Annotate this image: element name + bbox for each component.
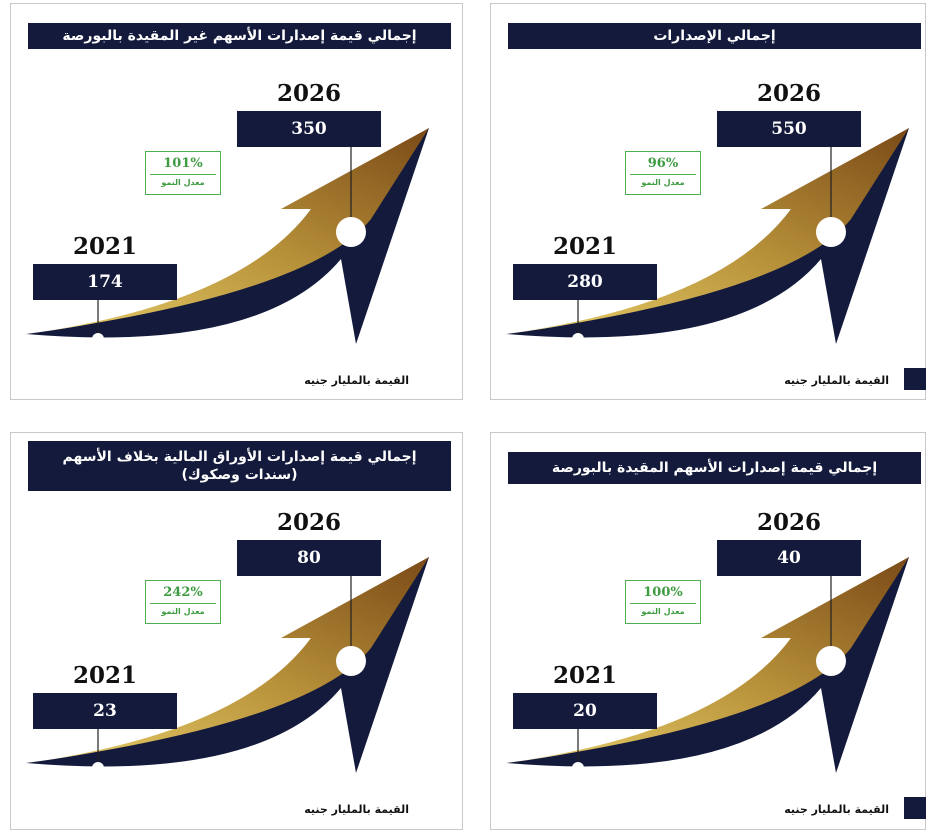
panel-title: إجمالي الإصدارات bbox=[508, 23, 921, 49]
arrow-graphic bbox=[506, 128, 909, 345]
end-year: 2026 bbox=[276, 509, 341, 536]
start-point bbox=[92, 333, 104, 345]
end-point bbox=[336, 217, 366, 247]
end-value: 350 bbox=[237, 111, 381, 147]
unit-label: القيمة بالمليار جنيه bbox=[784, 803, 889, 816]
start-value: 280 bbox=[513, 264, 657, 300]
panel-title: إجمالي قيمة إصدارات الأسهم غير المقيدة ب… bbox=[28, 23, 451, 49]
end-point bbox=[816, 217, 846, 247]
growth-box: 101% معدل النمو bbox=[145, 151, 221, 195]
growth-value: 96% bbox=[630, 154, 696, 175]
panel-title: إجمالي قيمة إصدارات الأسهم المقيدة بالبو… bbox=[508, 452, 921, 484]
arrow-graphic bbox=[26, 557, 429, 774]
end-year: 2026 bbox=[276, 80, 341, 107]
growth-label: معدل النمو bbox=[161, 178, 205, 187]
panel: إجمالي قيمة إصدارات الأسهم غير المقيدة ب… bbox=[10, 3, 463, 400]
end-value: 80 bbox=[237, 540, 381, 576]
unit-label: القيمة بالمليار جنيه bbox=[784, 374, 889, 387]
start-year: 2021 bbox=[72, 662, 137, 689]
growth-box: 100% معدل النمو bbox=[625, 580, 701, 624]
panel-title: إجمالي قيمة إصدارات الأوراق المالية بخلا… bbox=[28, 441, 451, 491]
start-point bbox=[92, 762, 104, 774]
growth-value: 242% bbox=[150, 583, 216, 604]
end-year: 2026 bbox=[756, 80, 821, 107]
unit-label: القيمة بالمليار جنيه bbox=[304, 803, 409, 816]
legend-marker bbox=[904, 368, 926, 390]
start-point bbox=[572, 762, 584, 774]
panel: إجمالي قيمة إصدارات الأوراق المالية بخلا… bbox=[10, 432, 463, 830]
panel: إجمالي قيمة إصدارات الأسهم المقيدة بالبو… bbox=[490, 432, 926, 830]
panel: إجمالي الإصدارات 2026 550 96% معدل النمو 2021… bbox=[490, 3, 926, 400]
start-value: 23 bbox=[33, 693, 177, 729]
end-year: 2026 bbox=[756, 509, 821, 536]
arrow-graphic bbox=[506, 557, 909, 774]
growth-label: معدل النمو bbox=[641, 607, 685, 616]
legend-marker bbox=[904, 797, 926, 819]
start-year: 2021 bbox=[552, 662, 617, 689]
start-year: 2021 bbox=[552, 233, 617, 260]
arrow-graphic bbox=[26, 128, 429, 345]
start-year: 2021 bbox=[72, 233, 137, 260]
start-point bbox=[572, 333, 584, 345]
growth-box: 96% معدل النمو bbox=[625, 151, 701, 195]
growth-label: معدل النمو bbox=[161, 607, 205, 616]
end-point bbox=[816, 646, 846, 676]
growth-value: 100% bbox=[630, 583, 696, 604]
end-value: 40 bbox=[717, 540, 861, 576]
unit-label: القيمة بالمليار جنيه bbox=[304, 374, 409, 387]
end-point bbox=[336, 646, 366, 676]
start-value: 174 bbox=[33, 264, 177, 300]
end-value: 550 bbox=[717, 111, 861, 147]
start-value: 20 bbox=[513, 693, 657, 729]
growth-box: 242% معدل النمو bbox=[145, 580, 221, 624]
growth-label: معدل النمو bbox=[641, 178, 685, 187]
growth-value: 101% bbox=[150, 154, 216, 175]
